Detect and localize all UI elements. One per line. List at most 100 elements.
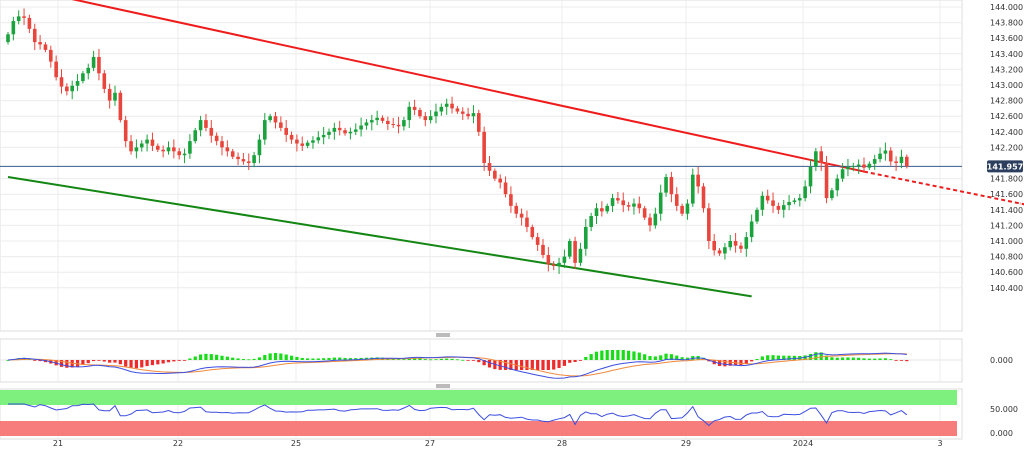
candle-body[interactable] [156, 145, 160, 150]
candle-body[interactable] [263, 120, 267, 140]
candle-body[interactable] [712, 241, 716, 251]
candle-body[interactable] [204, 120, 208, 128]
candle-body[interactable] [899, 156, 904, 163]
candle-body[interactable] [642, 208, 647, 218]
candle-body[interactable] [444, 103, 449, 107]
candle-body[interactable] [846, 166, 850, 170]
candle-body[interactable] [541, 244, 545, 256]
candle-body[interactable] [364, 122, 369, 126]
candle-body[interactable] [370, 120, 374, 123]
candle-body[interactable] [43, 44, 48, 50]
candle-body[interactable] [316, 137, 321, 141]
candle-body[interactable] [519, 213, 524, 218]
candle-body[interactable] [808, 166, 813, 187]
candle-body[interactable] [332, 127, 337, 132]
panel-resize-handle-2[interactable] [436, 384, 450, 388]
candle-body[interactable] [578, 248, 583, 263]
candle-body[interactable] [626, 205, 631, 207]
candle-body[interactable] [856, 164, 861, 167]
candle-body[interactable] [113, 92, 117, 101]
candle-body[interactable] [380, 117, 385, 121]
candle-body[interactable] [498, 178, 502, 183]
resistance-trendline-solid[interactable] [8, 0, 865, 173]
candle-body[interactable] [567, 241, 572, 257]
support-trendline-solid[interactable] [7, 176, 752, 298]
candle-body[interactable] [230, 151, 235, 157]
candle-body[interactable] [760, 195, 765, 210]
candle-body[interactable] [862, 164, 866, 168]
candle-body[interactable] [273, 116, 278, 123]
candle-body[interactable] [139, 143, 144, 148]
candle-body[interactable] [739, 245, 743, 249]
candle-body[interactable] [348, 131, 353, 134]
candle-body[interactable] [905, 156, 909, 167]
candle-body[interactable] [616, 198, 620, 201]
candle-body[interactable] [118, 92, 123, 121]
candle-body[interactable] [214, 135, 219, 142]
candle-body[interactable] [851, 166, 856, 168]
candle-body[interactable] [477, 113, 481, 132]
candle-body[interactable] [166, 147, 171, 152]
candle-body[interactable] [551, 264, 556, 266]
candle-body[interactable] [867, 163, 872, 168]
candle-body[interactable] [439, 106, 444, 112]
candle-body[interactable] [27, 17, 32, 29]
candle-body[interactable] [188, 141, 192, 154]
candle-body[interactable] [134, 147, 139, 152]
panel-resize-handle[interactable] [436, 333, 450, 337]
candle-body[interactable] [637, 203, 642, 209]
candle-body[interactable] [600, 208, 604, 212]
candle-body[interactable] [182, 153, 187, 156]
candle-body[interactable] [509, 194, 513, 206]
candle-body[interactable] [787, 202, 791, 206]
candle-body[interactable] [311, 140, 315, 143]
candle-body[interactable] [765, 195, 770, 201]
candle-body[interactable] [193, 130, 198, 142]
candle-body[interactable] [129, 141, 133, 152]
candle-body[interactable] [359, 125, 363, 130]
candle-body[interactable] [771, 200, 775, 206]
candle-body[interactable] [530, 226, 535, 238]
candle-body[interactable] [150, 139, 155, 146]
candle-body[interactable] [337, 127, 342, 131]
candle-body[interactable] [557, 262, 561, 266]
candle-body[interactable] [830, 190, 834, 199]
candle-body[interactable] [145, 139, 149, 144]
candle-body[interactable] [680, 205, 684, 214]
candle-body[interactable] [840, 169, 845, 179]
candle-body[interactable] [65, 86, 69, 92]
candle-body[interactable] [343, 130, 347, 134]
candle-body[interactable] [664, 177, 668, 193]
price-panel[interactable] [0, 0, 963, 332]
candle-body[interactable] [97, 56, 101, 74]
candle-body[interactable] [803, 186, 807, 199]
candle-body[interactable] [733, 241, 738, 246]
candle-body[interactable] [798, 198, 802, 201]
candle-body[interactable] [819, 151, 823, 163]
candle-body[interactable] [59, 77, 64, 87]
candle-body[interactable] [295, 139, 299, 144]
candle-body[interactable] [701, 186, 706, 209]
candle-body[interactable] [257, 139, 262, 156]
candle-body[interactable] [728, 241, 733, 248]
candle-body[interactable] [375, 117, 379, 121]
candle-body[interactable] [589, 216, 593, 227]
candle-body[interactable] [546, 255, 551, 265]
candle-body[interactable] [749, 221, 754, 238]
candle-body[interactable] [776, 205, 781, 210]
candle-body[interactable] [305, 142, 310, 146]
candle-body[interactable] [396, 124, 401, 127]
candle-body[interactable] [685, 203, 690, 214]
candle-body[interactable] [717, 250, 722, 254]
candle-body[interactable] [493, 170, 497, 179]
candle-body[interactable] [102, 73, 107, 89]
candle-body[interactable] [514, 205, 519, 214]
candle-body[interactable] [418, 109, 422, 117]
candle-body[interactable] [471, 113, 476, 117]
candle-body[interactable] [744, 237, 749, 249]
candle-body[interactable] [402, 120, 406, 127]
candle-body[interactable] [16, 16, 21, 22]
candle-body[interactable] [209, 127, 214, 136]
candle-body[interactable] [241, 159, 246, 162]
